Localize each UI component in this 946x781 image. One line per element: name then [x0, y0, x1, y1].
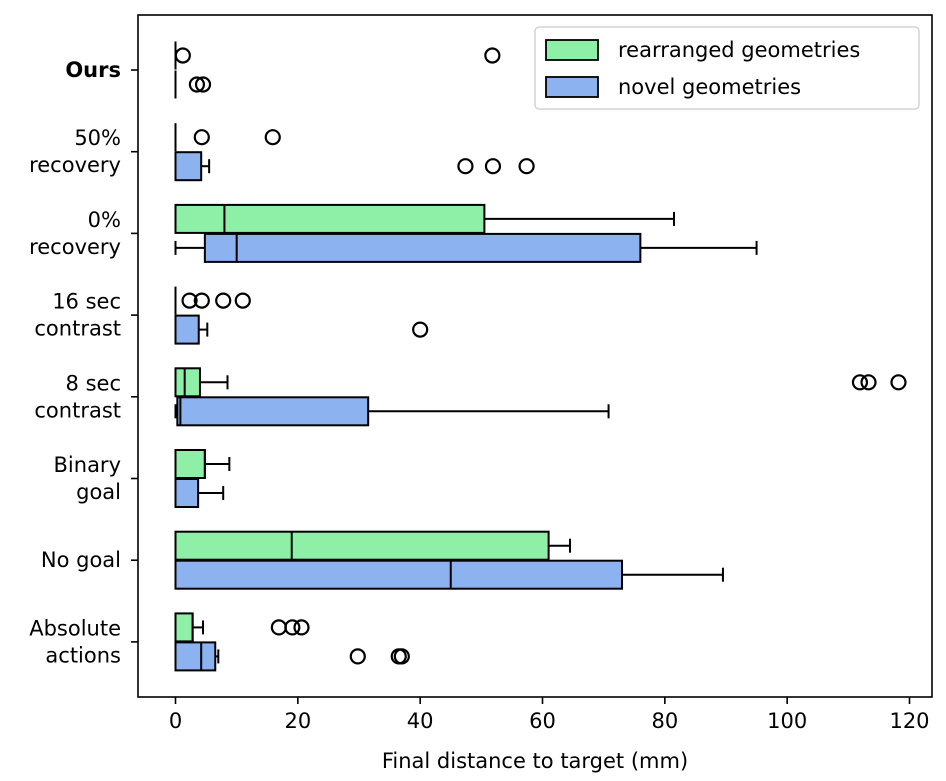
outlier-rearranged-0-0 [174, 47, 191, 64]
y-tick-label-6-0: No goal [41, 548, 121, 572]
box-novel-7 [174, 641, 217, 672]
outlier-novel-7-2 [393, 648, 410, 665]
y-tick-label-1-0: 50% [74, 126, 121, 150]
y-tick-label-2-0: 0% [88, 208, 121, 232]
y-tick-label-4-0: 8 sec [66, 371, 121, 395]
axes-frame [137, 14, 933, 698]
y-tick-label-0-0: Ours [65, 58, 121, 82]
legend-swatch-0 [545, 39, 599, 61]
box-novel-3 [174, 314, 200, 345]
plot-area [174, 41, 907, 672]
outlier-novel-1-2 [518, 158, 535, 175]
legend-label-1: novel geometries [618, 75, 801, 99]
outlier-rearranged-1-1 [264, 129, 281, 146]
legend-swatch-1 [545, 76, 599, 98]
legend: rearranged geometries novel geometries [534, 26, 920, 110]
box-rearranged-7 [174, 612, 194, 643]
box-rearranged-4 [174, 367, 201, 398]
y-tick-label-1-1: recovery [29, 153, 121, 177]
y-tick-label-7-0: Absolute [29, 616, 121, 640]
outlier-rearranged-3-2 [215, 292, 232, 309]
x-tick-label-100: 100 [767, 709, 807, 733]
x-axis-label: Final distance to target (mm) [382, 749, 688, 773]
legend-box [534, 26, 920, 110]
x-tick-label-120: 120 [889, 709, 929, 733]
outlier-rearranged-3-3 [234, 292, 251, 309]
box-novel-5 [174, 478, 200, 508]
outlier-novel-1-0 [457, 158, 474, 175]
outlier-novel-1-1 [484, 158, 502, 175]
outlier-rearranged-0-1 [484, 47, 501, 64]
outlier-rearranged-7-2 [293, 619, 310, 636]
box-novel-2 [203, 232, 642, 263]
outlier-rearranged-7-1 [284, 619, 301, 636]
outlier-novel-0-1 [194, 76, 212, 93]
outlier-rearranged-4-0 [851, 374, 869, 391]
y-tick-label-3-1: contrast [34, 317, 121, 341]
x-tick-label-80: 80 [651, 709, 678, 733]
y-tick-label-2-1: recovery [29, 235, 121, 259]
outlier-rearranged-3-0 [181, 292, 198, 309]
box-rearranged-2 [174, 203, 486, 234]
y-tick-label-4-1: contrast [34, 398, 121, 422]
x-tick-label-40: 40 [407, 709, 434, 733]
outlier-novel-3-0 [412, 321, 429, 338]
y-tick-label-5-0: Binary [54, 453, 121, 477]
x-tick-label-0: 0 [169, 709, 182, 733]
y-tick-label-3-0: 16 sec [52, 290, 121, 314]
box-novel-4 [176, 396, 370, 427]
outlier-rearranged-1-0 [193, 129, 210, 146]
box-rearranged-5 [174, 449, 206, 479]
x-tick-label-20: 20 [284, 709, 311, 733]
outlier-rearranged-4-1 [860, 374, 877, 391]
axes: 0 20 40 60 80 100 120 Final distance to target … [29, 14, 933, 773]
y-tick-label-5-1: goal [76, 480, 121, 504]
outlier-novel-7-0 [349, 648, 366, 665]
outlier-rearranged-4-2 [890, 374, 907, 391]
outlier-rearranged-3-1 [193, 292, 210, 309]
legend-label-0: rearranged geometries [618, 38, 860, 62]
x-tick-label-60: 60 [529, 709, 556, 733]
box-rearranged-6 [174, 530, 550, 561]
outlier-novel-0-0 [188, 76, 206, 93]
box-novel-6 [174, 559, 624, 590]
y-tick-label-7-1: actions [45, 643, 121, 667]
box-novel-1 [174, 151, 203, 182]
